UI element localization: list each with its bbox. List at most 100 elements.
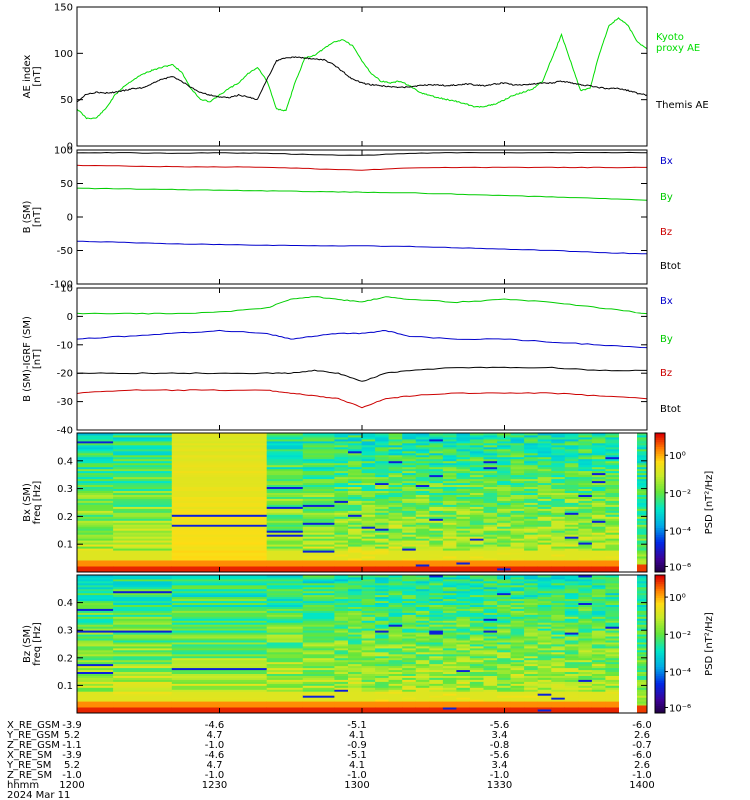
heatmap-cell	[334, 691, 349, 694]
heatmap-cell	[605, 556, 620, 559]
footer-value: -1.0	[632, 770, 652, 781]
heatmap-cell	[578, 460, 593, 464]
heatmap-cell	[578, 480, 593, 484]
heatmap-cell	[605, 526, 620, 529]
heatmap-cell	[605, 437, 620, 440]
heatmap-cell	[334, 598, 349, 602]
heatmap-cell	[605, 598, 620, 602]
heatmap-cell	[510, 705, 525, 708]
heatmap-cell	[375, 638, 389, 641]
heatmap-cell	[605, 470, 620, 474]
heatmap-cell	[266, 677, 304, 680]
heatmap-cell	[113, 550, 173, 553]
heatmap-cell	[510, 679, 525, 682]
heatmap-cell	[429, 494, 444, 497]
heatmap-cell	[551, 630, 566, 633]
heatmap-cell	[402, 679, 417, 682]
heatmap-cell	[637, 472, 647, 476]
heatmap-cell	[510, 661, 525, 665]
heatmap-cell	[469, 612, 484, 615]
heatmap-cell	[551, 707, 566, 710]
heatmap-cell	[361, 484, 376, 487]
y-axis-label: freq [Hz]	[32, 481, 43, 525]
footer-value: 2.6	[634, 730, 650, 741]
heatmap-cell	[442, 502, 457, 505]
heatmap-cell	[537, 644, 552, 647]
heatmap-cell	[497, 532, 512, 535]
heatmap-cell	[578, 655, 593, 659]
heatmap-cell	[334, 626, 349, 629]
heatmap-cell	[77, 540, 114, 543]
heatmap-cell	[348, 663, 362, 667]
heatmap-cell	[637, 502, 647, 505]
heatmap-cell	[348, 476, 362, 480]
heatmap-cell	[605, 679, 620, 682]
data-gap	[619, 575, 637, 713]
series-line-bx	[77, 240, 647, 255]
heatmap-cell	[524, 640, 539, 643]
heatmap-cell	[605, 634, 620, 637]
heatmap-cell	[524, 687, 539, 690]
colorbar-cell	[655, 532, 665, 536]
heatmap-cell	[524, 566, 539, 569]
heatmap-cell	[348, 544, 362, 547]
heatmap-cell	[402, 577, 417, 580]
heatmap-cell	[483, 568, 498, 571]
heatmap-cell	[375, 528, 389, 531]
heatmap-cell	[564, 516, 579, 519]
heatmap-cell	[637, 709, 647, 712]
heatmap-cell	[171, 701, 268, 704]
heatmap-cell	[510, 699, 525, 702]
heatmap-cell	[388, 657, 403, 661]
heatmap-cell	[302, 582, 335, 586]
heatmap-cell	[442, 640, 457, 643]
heatmap-cell	[497, 444, 512, 448]
heatmap-cell	[361, 552, 376, 555]
heatmap-cell	[510, 560, 525, 563]
heatmap-cell	[591, 536, 606, 539]
heatmap-cell	[510, 462, 525, 466]
heatmap-cell	[442, 562, 457, 565]
heatmap-cell	[605, 476, 620, 480]
heatmap-cell	[483, 665, 498, 669]
heatmap-cell	[266, 626, 304, 629]
heatmap-cell	[483, 538, 498, 541]
heatmap-cell	[578, 520, 593, 523]
heatmap-cell	[402, 681, 417, 684]
heatmap-cell	[442, 614, 457, 617]
heatmap-cell	[551, 524, 566, 527]
heatmap-cell	[334, 671, 349, 674]
heatmap-cell	[551, 618, 566, 621]
heatmap-cell	[348, 540, 362, 543]
heatmap-cell	[637, 659, 647, 663]
heatmap-cell	[551, 534, 566, 537]
heatmap-cell	[266, 630, 304, 633]
heatmap-cell	[415, 512, 430, 515]
heatmap-cell	[510, 433, 525, 436]
heatmap-cell	[483, 528, 498, 531]
heatmap-cell	[302, 464, 335, 468]
heatmap-cell	[415, 632, 430, 635]
heatmap-cell	[510, 470, 525, 474]
heatmap-cell	[402, 464, 417, 468]
heatmap-cell	[375, 651, 389, 655]
heatmap-cell	[348, 675, 362, 678]
heatmap-cell	[171, 697, 268, 700]
heatmap-cell	[483, 640, 498, 643]
heatmap-cell	[77, 592, 114, 596]
heatmap-cell	[637, 542, 647, 545]
heatmap-cell	[302, 653, 335, 657]
heatmap-cell	[578, 647, 593, 651]
heatmap-cell	[591, 502, 606, 505]
heatmap-cell	[77, 554, 114, 557]
heatmap-cell	[637, 458, 647, 462]
heatmap-cell	[578, 649, 593, 653]
heatmap-cell	[497, 558, 512, 561]
heatmap-cell	[578, 598, 593, 602]
heatmap-cell	[524, 614, 539, 617]
heatmap-cell	[334, 673, 349, 676]
heatmap-cell	[637, 566, 647, 569]
heatmap-cell	[302, 433, 335, 436]
heatmap-cell	[510, 644, 525, 647]
heatmap-cell	[637, 626, 647, 629]
